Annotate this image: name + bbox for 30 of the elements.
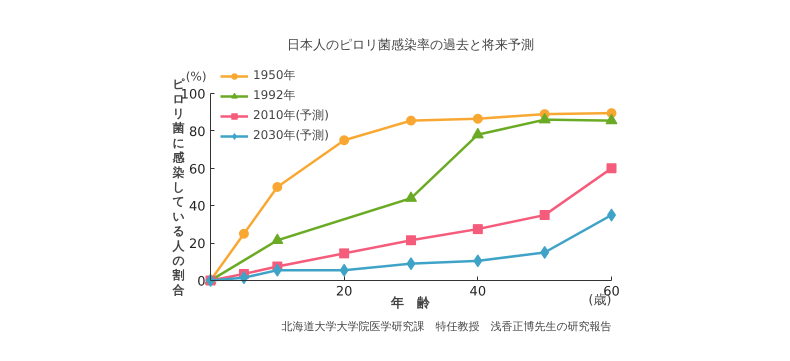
point xyxy=(472,224,483,234)
point xyxy=(473,254,482,268)
y-tick-label: 40 xyxy=(188,200,206,215)
point xyxy=(272,182,282,192)
legend-label: 1950年 xyxy=(253,67,296,84)
point xyxy=(239,271,248,284)
point xyxy=(606,163,616,174)
point xyxy=(339,135,350,146)
text: (%) xyxy=(186,70,206,84)
legend-label: 2030年(予測) xyxy=(253,127,329,144)
point xyxy=(238,228,249,239)
point xyxy=(406,235,416,246)
legend-label: 1992年 xyxy=(253,87,296,104)
legend-label: 2010年(予測) xyxy=(253,107,329,124)
text: 北海道大学大学院医学研究課 特任教授 浅香正博先生の研究報告 xyxy=(282,320,612,333)
x-tick-label: 40 xyxy=(470,284,486,300)
x-axis-title: 年 齢 xyxy=(390,296,431,311)
point xyxy=(472,114,483,124)
y-tick-label: 20 xyxy=(188,237,206,252)
point xyxy=(340,264,349,277)
chart-title: 日本人のピロリ菌感染率の過去と将来予測 xyxy=(287,37,534,53)
y-tick-label: 80 xyxy=(188,124,206,140)
y-tick-label: 60 xyxy=(188,162,206,178)
x-tick-label: 20 xyxy=(336,284,352,300)
point xyxy=(540,210,550,220)
point xyxy=(339,248,350,258)
point xyxy=(272,264,282,277)
y-tick-label: 0 xyxy=(197,274,206,290)
point xyxy=(540,246,550,259)
point xyxy=(406,116,416,126)
